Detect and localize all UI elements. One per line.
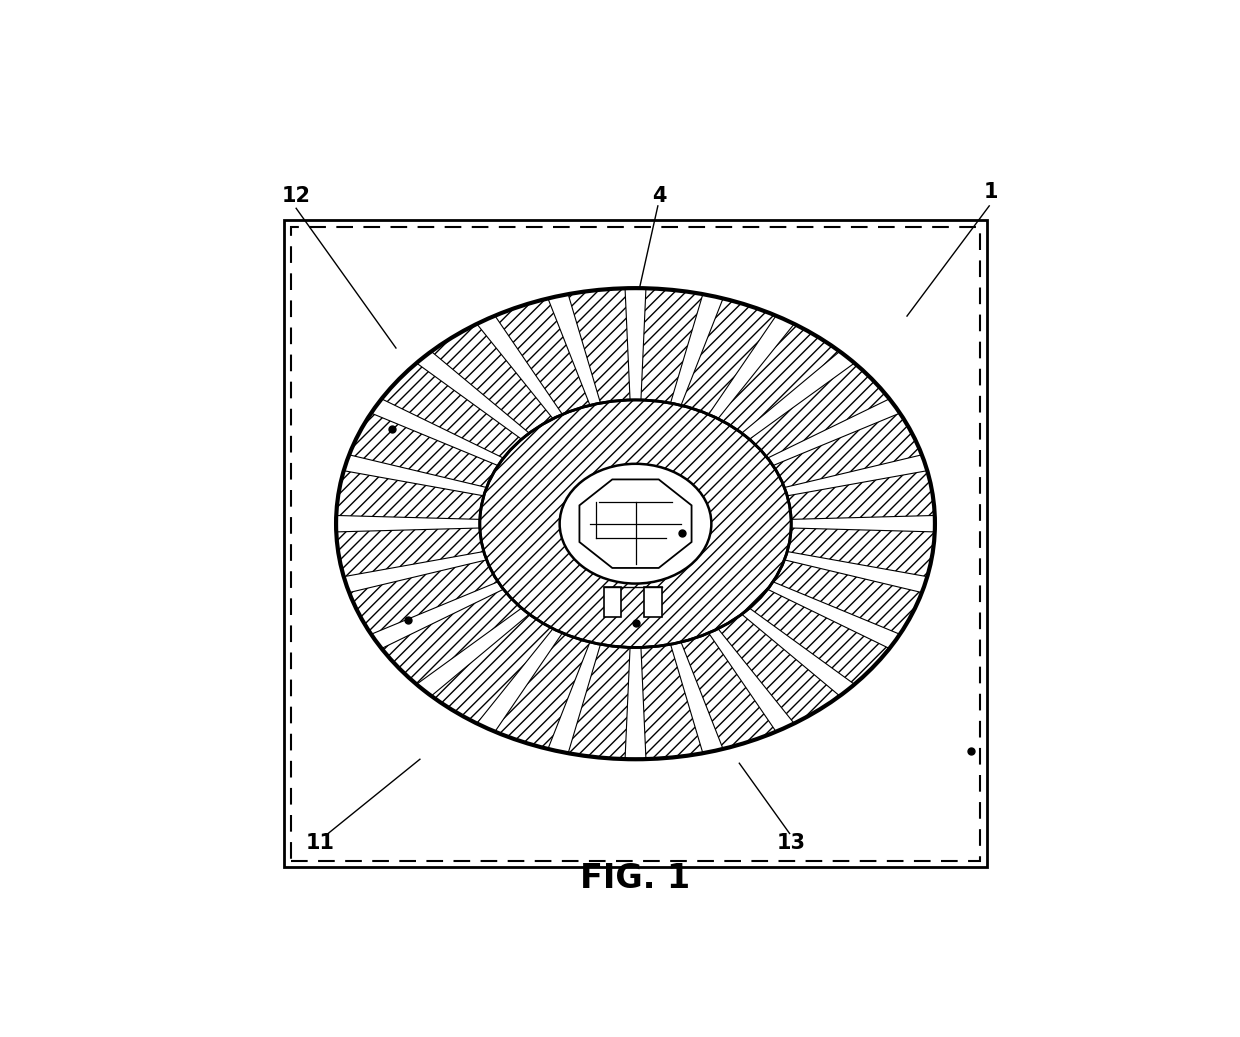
Polygon shape (787, 471, 935, 520)
Polygon shape (568, 288, 630, 403)
Polygon shape (749, 363, 889, 458)
Polygon shape (641, 644, 703, 759)
Polygon shape (336, 471, 484, 520)
Ellipse shape (559, 464, 712, 584)
Bar (604, 587, 621, 617)
Polygon shape (681, 299, 776, 415)
Polygon shape (495, 299, 590, 415)
Bar (290, 227, 981, 861)
Text: FIG. 1: FIG. 1 (580, 862, 691, 895)
Polygon shape (718, 614, 839, 724)
Polygon shape (749, 589, 889, 684)
Polygon shape (432, 324, 553, 433)
Polygon shape (495, 633, 590, 749)
Polygon shape (681, 633, 776, 749)
Polygon shape (382, 589, 522, 684)
Text: 12: 12 (281, 187, 311, 206)
Polygon shape (579, 479, 692, 568)
Bar (284, 220, 987, 867)
Text: 1: 1 (983, 183, 998, 202)
Polygon shape (350, 560, 498, 635)
Polygon shape (336, 528, 484, 577)
Polygon shape (718, 324, 839, 433)
Text: 11: 11 (305, 833, 335, 853)
Polygon shape (382, 363, 522, 458)
Text: 13: 13 (776, 833, 806, 853)
Polygon shape (641, 288, 703, 403)
Ellipse shape (336, 288, 935, 759)
Ellipse shape (480, 400, 791, 647)
Polygon shape (773, 413, 921, 487)
Polygon shape (432, 614, 553, 724)
Text: 4: 4 (652, 187, 667, 206)
Ellipse shape (480, 400, 791, 647)
Polygon shape (350, 413, 498, 487)
Polygon shape (787, 528, 935, 577)
Polygon shape (773, 560, 921, 635)
Bar (645, 587, 662, 617)
Polygon shape (568, 644, 630, 759)
